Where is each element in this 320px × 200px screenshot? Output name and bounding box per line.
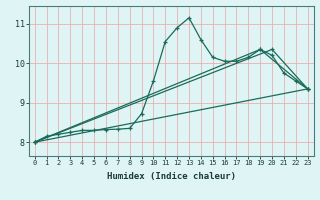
X-axis label: Humidex (Indice chaleur): Humidex (Indice chaleur): [107, 172, 236, 181]
